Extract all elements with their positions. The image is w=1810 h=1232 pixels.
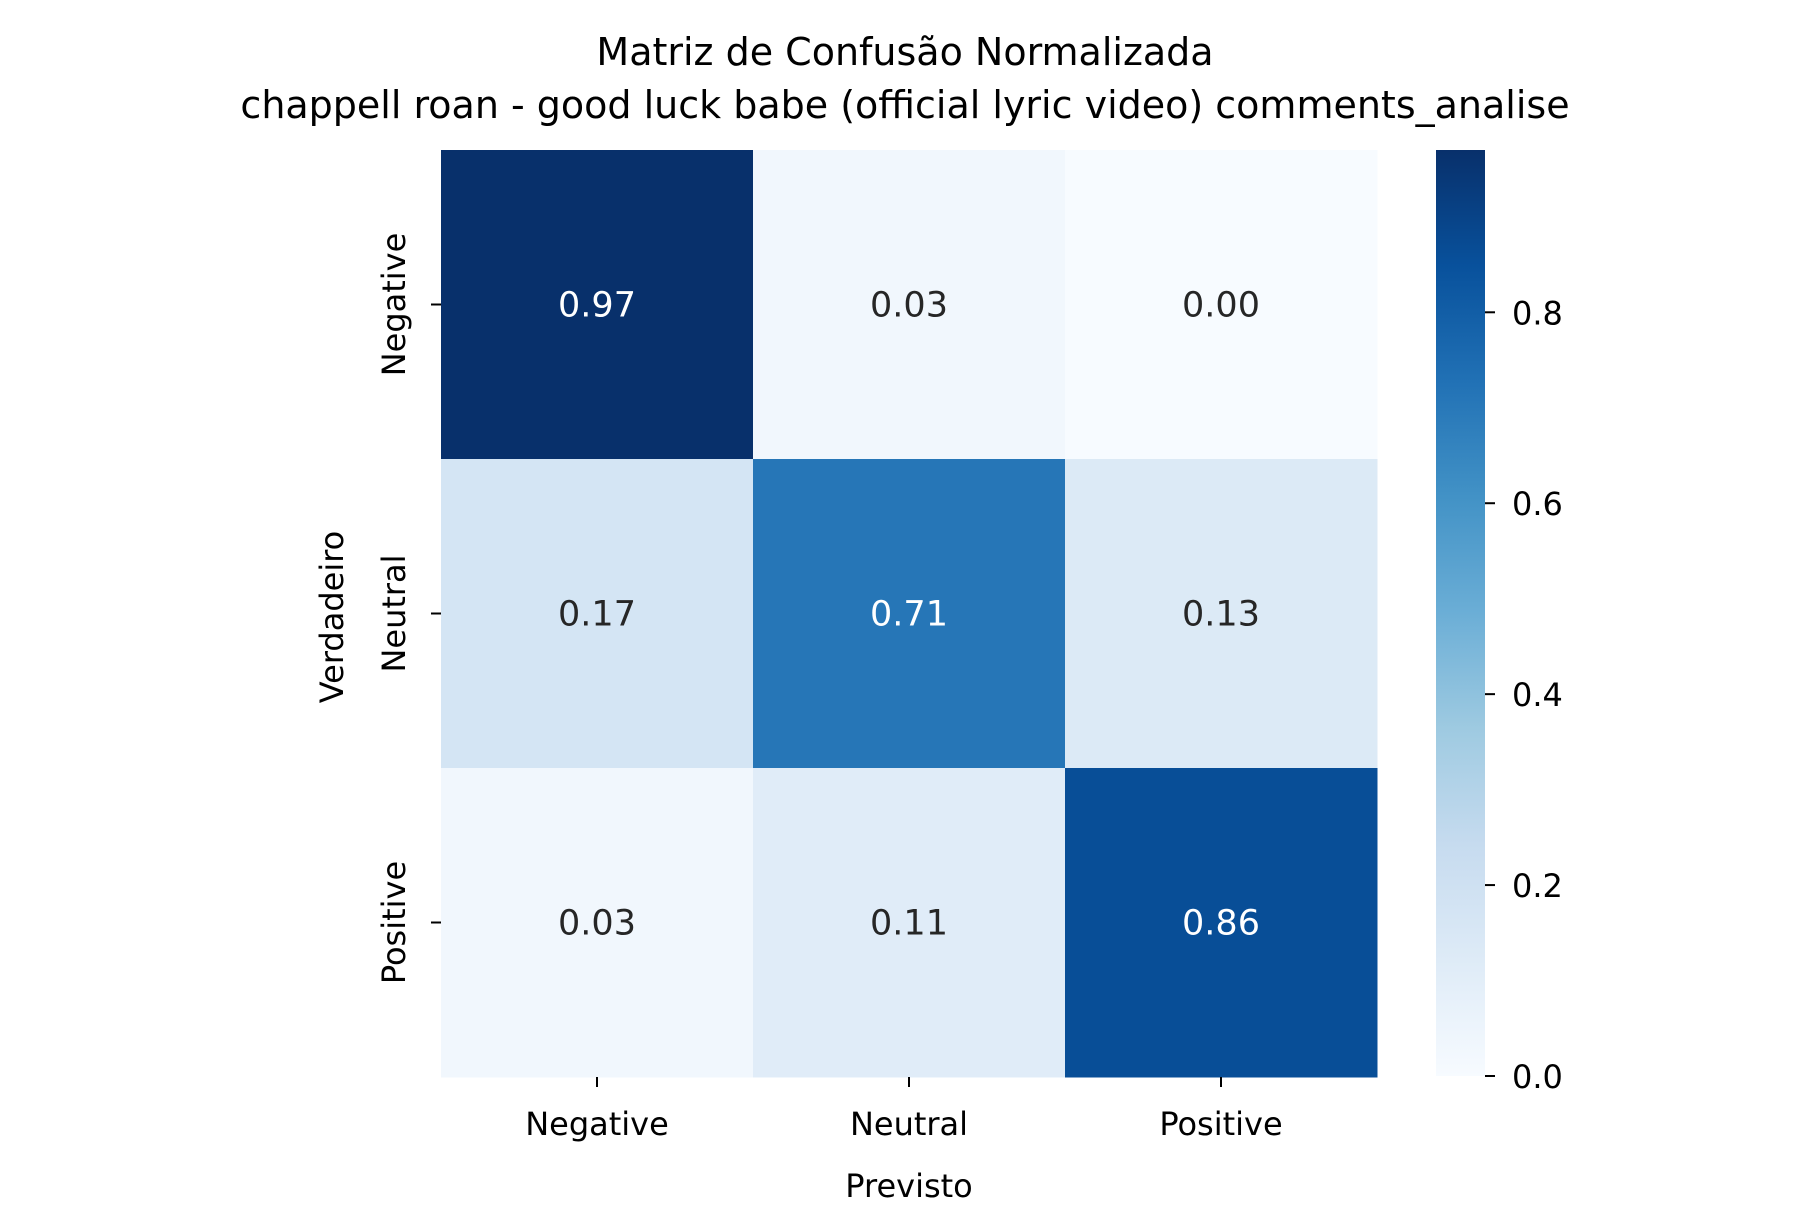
cell-value-label: 0.71 [870, 595, 948, 635]
y-tick-label: Negative [375, 233, 413, 377]
colorbar-tick-label: 0.4 [1512, 676, 1563, 714]
cell-value-label: 0.86 [1182, 904, 1260, 944]
heatmap-cell-negative-positive [1065, 150, 1378, 460]
cell-value-label: 0.97 [558, 286, 636, 326]
x-tick-label: Neutral [850, 1105, 968, 1143]
cell-value-label: 0.00 [1182, 286, 1260, 326]
heatmap-cell-neutral-negative [441, 459, 754, 769]
heatmap-cell-neutral-neutral [753, 459, 1066, 769]
cell-value-label: 0.13 [1182, 595, 1260, 635]
colorbar [1436, 150, 1485, 1076]
heatmap-cell-negative-negative [441, 150, 754, 460]
heatmap-cell-positive-negative [441, 768, 754, 1078]
x-axis: Negative Neutral Positive [525, 1077, 1283, 1143]
y-axis: Negative Neutral Positive [375, 233, 441, 984]
cell-value-label: 0.17 [558, 595, 636, 635]
x-tick-label: Negative [525, 1105, 669, 1143]
colorbar-tick-label: 0.8 [1512, 294, 1563, 332]
colorbar-tick-label: 0.2 [1512, 867, 1563, 905]
x-tick-label: Positive [1159, 1105, 1282, 1143]
heatmap-cell-negative-neutral [753, 150, 1066, 460]
colorbar-axis: 0.0 0.2 0.4 0.6 0.8 [1485, 294, 1563, 1096]
cell-value-label: 0.11 [870, 904, 948, 944]
x-axis-label: Previsto [845, 1167, 973, 1205]
heatmap-cells [441, 150, 1378, 1078]
colorbar-tick-label: 0.6 [1512, 485, 1563, 523]
colorbar-tick-label: 0.0 [1512, 1058, 1563, 1096]
cell-value-label: 0.03 [870, 286, 948, 326]
chart-subtitle: chappell roan - good luck babe (official… [240, 83, 1569, 127]
cell-value-label: 0.03 [558, 904, 636, 944]
y-tick-label: Positive [375, 861, 413, 984]
chart-title: Matriz de Confusão Normalizada [596, 30, 1213, 74]
y-tick-label: Neutral [375, 554, 413, 672]
heatmap-annotations: 0.97 0.03 0.00 0.17 0.71 0.13 0.03 0.11 0.86 [558, 286, 1260, 944]
heatmap-cell-positive-neutral [753, 768, 1066, 1078]
y-axis-label: Verdadeiro [313, 531, 351, 704]
heatmap-cell-neutral-positive [1065, 459, 1378, 769]
heatmap-cell-positive-positive [1065, 768, 1378, 1078]
